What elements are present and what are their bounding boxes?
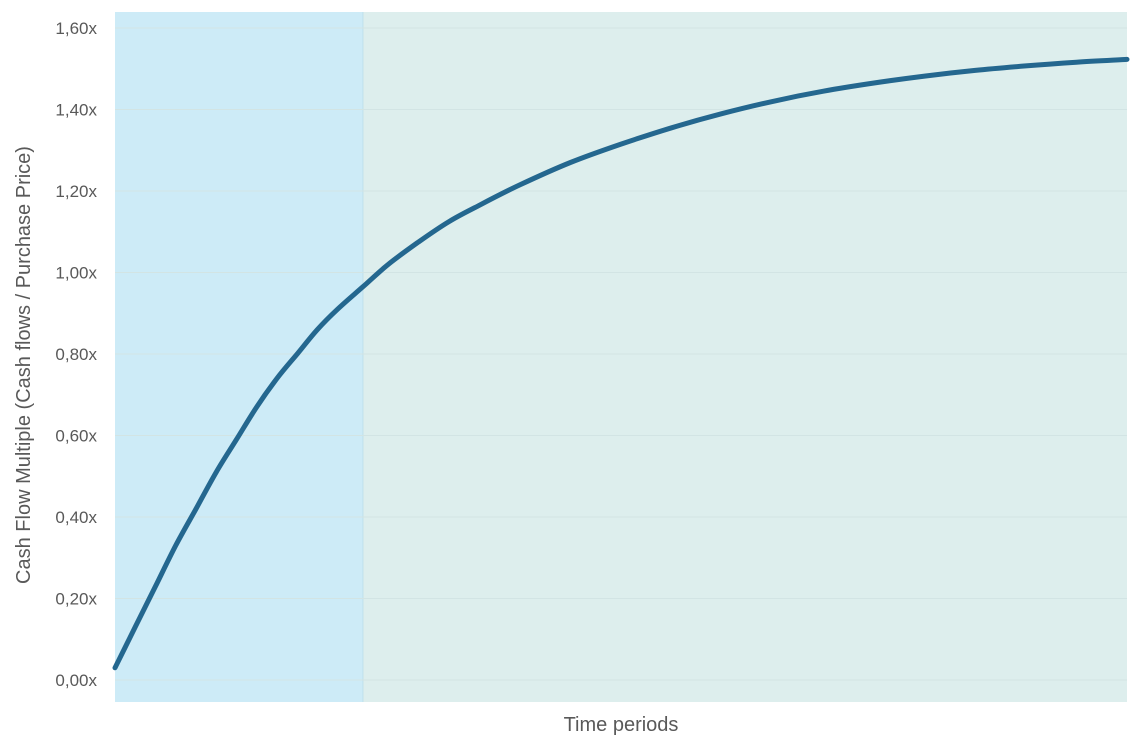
series-line-1 — [112, 56, 1130, 671]
y-tick-label: 0,00x — [55, 671, 97, 690]
gridlines — [115, 27, 1127, 681]
y-axis-title: Cash Flow Multiple (Cash flows / Purchas… — [13, 146, 35, 584]
shaded-regions — [115, 12, 1127, 702]
y-tick-label: 0,40x — [55, 508, 97, 527]
series-lines — [112, 56, 1130, 671]
y-tick-label: 0,20x — [55, 590, 97, 609]
y-tick-label: 1,40x — [55, 101, 97, 120]
y-tick-label: 0,80x — [55, 345, 97, 364]
y-tick-labels: 0,00x 0,20x 0,40x 0,60x 0,80x 1,00x 1,20x 1,40x… — [55, 19, 97, 690]
y-tick-label: 1,60x — [55, 19, 97, 38]
shaded-region-2 — [362, 12, 1127, 702]
x-axis-title: Time periods — [564, 714, 679, 736]
y-tick-label: 1,20x — [55, 182, 97, 201]
y-tick-label: 0,60x — [55, 427, 97, 446]
y-tick-label: 1,00x — [55, 264, 97, 283]
